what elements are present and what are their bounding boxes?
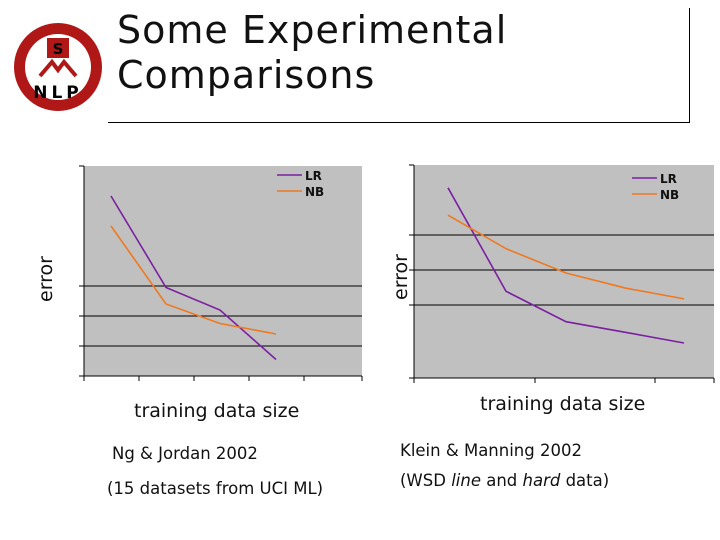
legend-label-nb: NB bbox=[660, 188, 679, 202]
slide-title: Some Experimental Comparisons bbox=[117, 8, 507, 98]
chart-left: LR NB bbox=[79, 165, 363, 381]
title-vertical-rule bbox=[689, 8, 690, 123]
legend-label-lr: LR bbox=[660, 172, 677, 186]
caption-right-italic-line: line bbox=[451, 471, 481, 490]
caption-right-pre: (WSD bbox=[400, 471, 452, 490]
caption-left-line1: Ng & Jordan 2002 bbox=[112, 444, 258, 463]
chart-right: LR NB bbox=[409, 164, 715, 383]
series-line-nb bbox=[110, 225, 277, 335]
chart-left-xlabel: training data size bbox=[134, 400, 300, 422]
caption-right-mid: and bbox=[480, 471, 523, 490]
chart-right-ylabel: error bbox=[390, 254, 412, 300]
caption-right-line2: (WSD line and hard data) bbox=[400, 471, 609, 490]
caption-left-line2: (15 datasets from UCI ML) bbox=[107, 479, 324, 498]
plot-area bbox=[84, 166, 362, 376]
series-line-lr bbox=[447, 187, 685, 344]
series-line-lr bbox=[110, 195, 277, 361]
logo-mountain bbox=[38, 58, 78, 78]
chart-right-xlabel: training data size bbox=[480, 393, 646, 415]
caption-right-post: data) bbox=[560, 471, 610, 490]
logo-shield bbox=[47, 38, 69, 58]
series-line-nb bbox=[447, 214, 685, 300]
logo-letter: S bbox=[53, 40, 64, 58]
caption-right-italic-hard: hard bbox=[522, 471, 561, 490]
stanford-nlp-logo: S NLP bbox=[14, 23, 102, 111]
slide-title-line2: Comparisons bbox=[117, 53, 376, 97]
legend-label-nb: NB bbox=[305, 185, 324, 199]
logo-nlp-text: NLP bbox=[33, 83, 83, 103]
chart-left-ylabel: error bbox=[35, 256, 57, 302]
legend-label-lr: LR bbox=[305, 169, 322, 183]
title-horizontal-rule bbox=[108, 122, 690, 123]
caption-right-line1: Klein & Manning 2002 bbox=[400, 441, 582, 460]
slide-title-line1: Some Experimental bbox=[117, 8, 508, 52]
